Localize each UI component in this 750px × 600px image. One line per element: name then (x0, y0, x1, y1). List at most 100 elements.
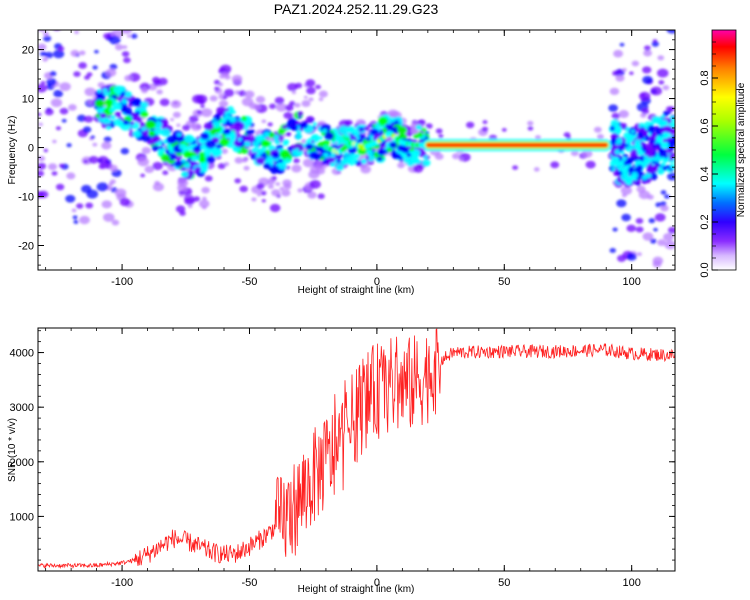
spectrogram-cell (103, 4, 114, 12)
chart-title: PAZ1.2024.252.11.29.G23 (274, 1, 439, 17)
spectrogram-cell (406, 153, 412, 158)
spectrogram-cell (422, 159, 431, 167)
spectrogram-cell (94, 20, 98, 23)
spectrogram-cell (267, 178, 276, 185)
spectrogram-cell (231, 74, 243, 84)
spectrogram-cell (167, 126, 173, 131)
spectrogram-cell (270, 168, 278, 175)
spectrogram-cell (283, 139, 289, 145)
spectrogram-cell (667, 110, 672, 115)
spectrogram-cell (147, 136, 151, 140)
spectrogram-cell (627, 166, 635, 173)
spectrogram-cell (66, 172, 76, 180)
spectrogram-cell (142, 130, 150, 137)
spectrogram-cell (157, 151, 164, 156)
spectrogram-cell (642, 75, 653, 85)
spectrogram-cell (209, 95, 218, 102)
spectrogram-cell (237, 137, 242, 142)
spectrogram-cell (294, 102, 301, 108)
spectrogram-cell (104, 98, 114, 107)
spectrogram-cell (198, 157, 206, 163)
spectrogram-cell (632, 180, 636, 184)
snr-series-line (38, 328, 675, 569)
spectrogram-cell (273, 134, 280, 140)
bottom-y-axis-title: SNR (10 * v/v) (7, 418, 18, 482)
spectrogram-cell (201, 186, 210, 194)
spectrogram-cell (585, 160, 596, 169)
spectrogram-cell (98, 163, 106, 170)
spectrogram-cell (62, 3, 66, 6)
spectrogram-cell (179, 210, 186, 216)
spectrogram-cell (47, 163, 58, 171)
spectrogram-cell (643, 49, 653, 57)
top-x-axis-title: Height of straight line (km) (298, 285, 415, 296)
spectrogram-cell (338, 125, 350, 135)
spectrogram-cell (297, 111, 304, 117)
spectrogram-cell (622, 68, 627, 72)
spectrogram-cell (124, 91, 132, 98)
spectrogram-cell (290, 124, 298, 131)
spectrogram-cell (102, 88, 108, 93)
spectrogram-cell (644, 143, 651, 150)
spectrogram-cell (41, 0, 50, 4)
spectrogram-cell (49, 7, 59, 15)
spectrogram-cell (214, 86, 220, 91)
spectrogram-cell (132, 130, 142, 138)
spectrogram-cell (233, 140, 241, 147)
spectrogram-cell (46, 77, 57, 86)
y-tick-label: 10 (22, 94, 34, 106)
spectrogram-cell (222, 128, 231, 135)
spectrogram-cell (264, 140, 271, 147)
spectrogram-cell (86, 72, 93, 77)
spectrogram-cell (109, 87, 114, 91)
spectrogram-cell (255, 95, 266, 104)
spectrogram-cell (87, 99, 94, 105)
spectrogram-cell (406, 131, 413, 137)
spectrogram-cell (643, 154, 648, 159)
spectrogram-cell (113, 118, 123, 127)
spectrogram-cell (53, 89, 64, 98)
spectrogram-cell (229, 116, 237, 123)
spectrogram-cell (139, 122, 147, 128)
spectrogram-cell (131, 113, 137, 118)
spectrogram-cell (617, 170, 623, 176)
spectrogram-cell (175, 205, 186, 213)
spectrogram-cell (669, 160, 673, 164)
spectrogram-cell (101, 141, 112, 150)
spectrogram-cell (224, 75, 231, 80)
spectrogram-cell (274, 161, 279, 165)
spectrogram-cell (309, 179, 321, 189)
spectrogram-cell (183, 162, 191, 169)
spectrogram-cell (671, 153, 675, 158)
colorbar-tick-label: 0.4 (699, 166, 711, 181)
spectrogram-cell (662, 141, 669, 149)
spectrogram-cell (323, 152, 329, 158)
spectrogram-cell (62, 0, 69, 5)
spectrogram-cell (131, 98, 142, 107)
spectrogram-cell (416, 132, 424, 138)
spectrogram-cell (662, 110, 669, 117)
spectrogram-cell (119, 197, 131, 207)
spectrogram-cell (533, 167, 540, 172)
spectrogram-cell (662, 138, 667, 143)
y-tick-label: 0 (28, 143, 34, 155)
spectrogram-cell (345, 119, 353, 126)
spectrogram-cell (650, 130, 655, 134)
spectrogram-cell (663, 132, 668, 137)
spectrogram-cell (187, 204, 193, 209)
spectrogram-cell (44, 108, 54, 116)
spectrogram-cell (343, 133, 350, 138)
spectrogram-cell (244, 90, 255, 99)
spectrogram-cell (619, 42, 625, 47)
spectrogram-cell (611, 112, 620, 120)
spectrogram-cell (613, 170, 619, 177)
spectrogram-cell (297, 115, 302, 119)
spectrogram-cell (299, 121, 308, 129)
spectrogram-cell (215, 144, 222, 149)
spectrogram-cell (53, 0, 63, 4)
spectrogram-cell (329, 162, 336, 167)
spectrogram-cell (43, 148, 48, 153)
spectrogram-cell (644, 135, 650, 142)
spectrogram-cell (71, 208, 77, 213)
